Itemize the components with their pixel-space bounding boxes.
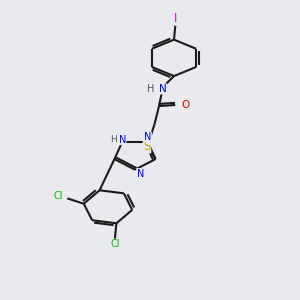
Text: H: H: [110, 135, 117, 144]
Text: N: N: [118, 135, 126, 145]
Text: N: N: [137, 169, 144, 178]
Text: O: O: [181, 100, 189, 110]
Text: S: S: [143, 140, 151, 153]
Text: N: N: [159, 84, 167, 94]
Text: Cl: Cl: [53, 191, 63, 201]
Text: H: H: [147, 84, 154, 94]
Text: I: I: [174, 12, 177, 25]
Text: N: N: [144, 132, 152, 142]
Text: Cl: Cl: [110, 239, 120, 249]
